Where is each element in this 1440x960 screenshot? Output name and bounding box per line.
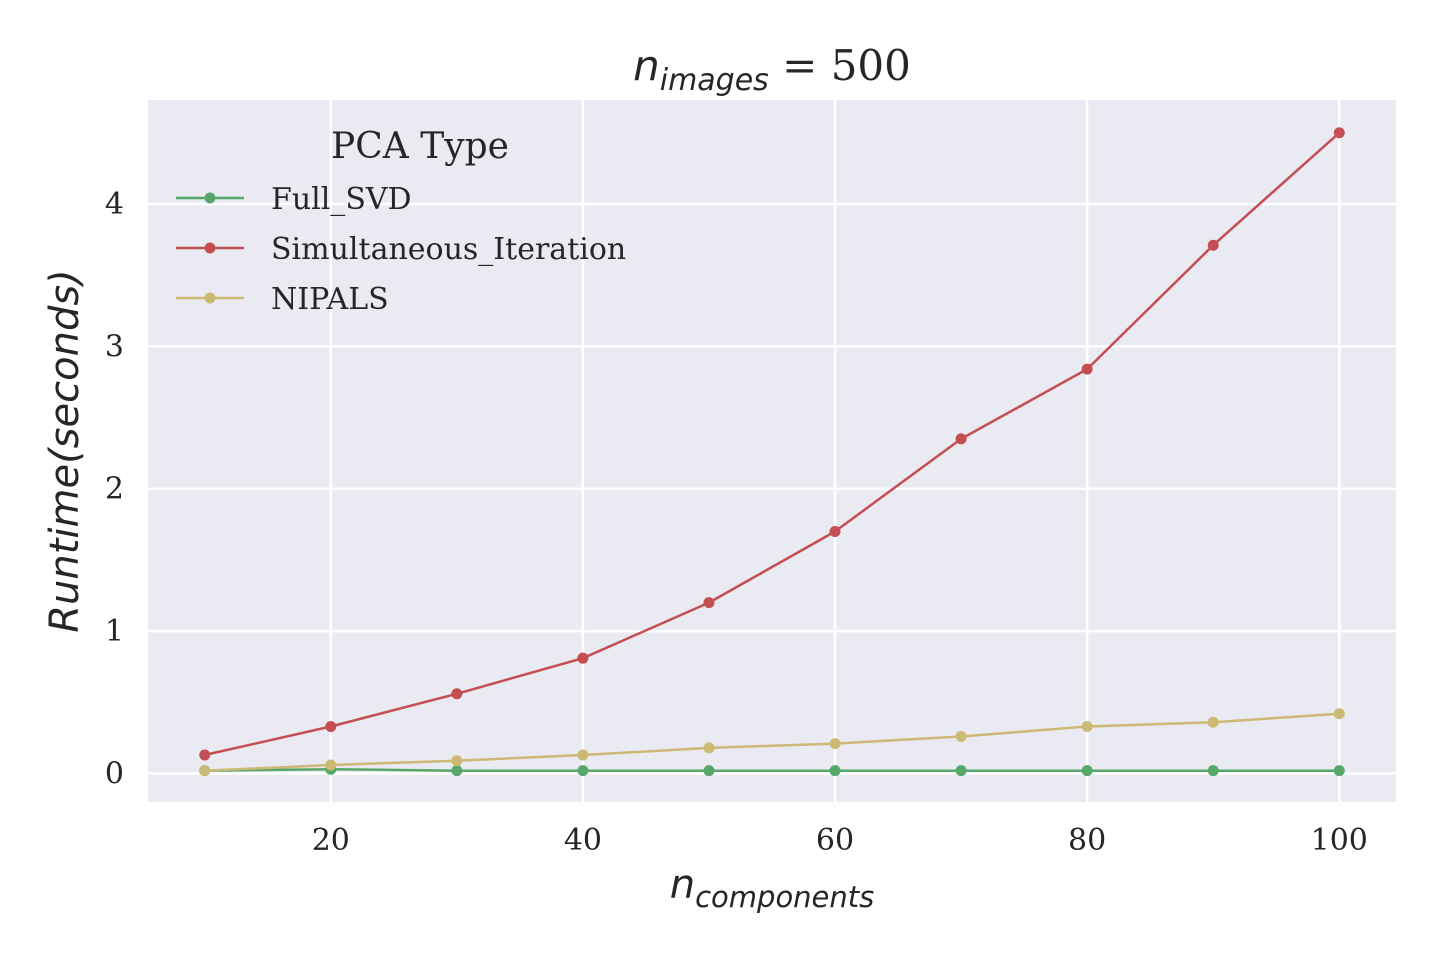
- legend-item: NIPALS: [176, 282, 389, 317]
- y-tick-label: 4: [105, 187, 124, 222]
- legend-marker: [204, 242, 216, 254]
- data-point: [955, 765, 967, 777]
- y-tick-label: 0: [105, 757, 124, 792]
- chart-title: nimages = 500: [633, 41, 911, 98]
- data-point: [829, 765, 841, 777]
- data-point: [451, 755, 463, 767]
- x-tick-label: 40: [564, 823, 602, 858]
- data-point: [829, 738, 841, 750]
- data-point: [703, 742, 715, 754]
- data-point: [199, 749, 211, 761]
- series-line: [204, 131, 1341, 757]
- data-point: [1081, 765, 1093, 777]
- data-point: [451, 765, 463, 777]
- y-axis-label: Runtime(seconds): [42, 269, 88, 633]
- data-point: [703, 597, 715, 609]
- grid: [148, 100, 1396, 802]
- legend-marker: [204, 192, 216, 204]
- y-tick-label: 2: [105, 472, 124, 507]
- legend-title: PCA Type: [331, 126, 509, 167]
- legend: PCA Type Full_SVD Simultaneous_Iteration N…: [176, 126, 626, 317]
- tick-labels: 20 40 60 80 100 0 1 2 3 4: [105, 187, 1368, 858]
- series-full_svd: [199, 763, 1345, 777]
- data-point: [1081, 363, 1093, 375]
- legend-item: Full_SVD: [176, 182, 412, 217]
- data-point: [1207, 765, 1219, 777]
- data-point: [829, 525, 841, 537]
- plot-area: [148, 100, 1396, 802]
- x-tick-label: 20: [312, 823, 350, 858]
- y-tick-label: 3: [105, 329, 124, 364]
- series-line: [204, 767, 1340, 772]
- data-point: [1333, 127, 1345, 139]
- x-axis-label: ncomponents: [670, 862, 875, 914]
- series-nipals: [199, 708, 1345, 777]
- y-tick-label: 1: [105, 614, 124, 649]
- data-point: [1333, 708, 1345, 720]
- data-point: [325, 721, 337, 733]
- data-point: [1081, 721, 1093, 733]
- data-point: [325, 759, 337, 771]
- series-line: [204, 712, 1340, 772]
- legend-label: NIPALS: [271, 282, 389, 317]
- data-point: [577, 749, 589, 761]
- x-tick-label: 100: [1311, 823, 1368, 858]
- legend-item: Simultaneous_Iteration: [176, 232, 626, 267]
- series-simultaneous_iteration: [199, 127, 1345, 761]
- data-point: [955, 730, 967, 742]
- legend-marker: [204, 292, 216, 304]
- data-point: [955, 433, 967, 445]
- legend-label: Full_SVD: [271, 182, 412, 217]
- data-point: [703, 765, 715, 777]
- data-point: [1207, 239, 1219, 251]
- legend-label: Simultaneous_Iteration: [271, 232, 626, 267]
- data-point: [199, 765, 211, 777]
- data-point: [577, 765, 589, 777]
- x-tick-label: 80: [1068, 823, 1106, 858]
- data-point: [1333, 765, 1345, 777]
- data-point: [451, 688, 463, 700]
- x-tick-label: 60: [816, 823, 854, 858]
- series-layer: [199, 127, 1345, 777]
- data-point: [1207, 716, 1219, 728]
- data-point: [577, 652, 589, 664]
